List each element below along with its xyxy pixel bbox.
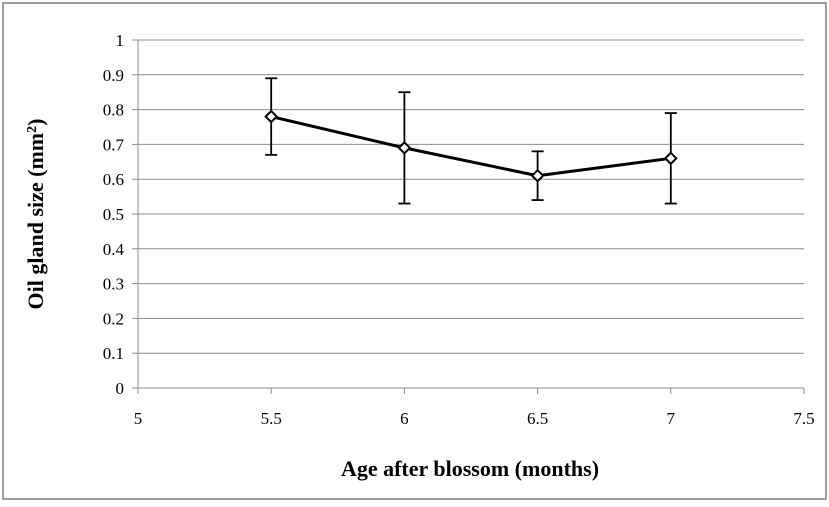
y-tick-label-9: 0.9 <box>103 66 124 85</box>
y-axis-title-main: Oil gland size (mm <box>23 133 48 310</box>
x-tick-label-2: 6 <box>400 409 409 428</box>
data-point-1 <box>397 140 412 155</box>
y-axis-tick-labels: 0 0.1 0.2 0.3 0.4 0.5 0.6 0.7 0.8 0.9 1 <box>103 31 125 398</box>
y-tick-label-10: 1 <box>116 31 125 50</box>
y-tick-label-5: 0.5 <box>103 205 124 224</box>
y-tick-label-4: 0.4 <box>103 240 125 259</box>
y-tick-label-0: 0 <box>116 379 125 398</box>
y-axis-title: Oil gland size (mm2) <box>23 119 48 310</box>
data-point-0 <box>264 109 279 124</box>
chart-border <box>2 2 827 500</box>
x-tick-label-5: 7.5 <box>793 409 814 428</box>
y-tick-label-7: 0.7 <box>103 135 125 154</box>
axes <box>132 39 805 394</box>
data-point-3 <box>663 151 678 166</box>
x-tick-label-0: 5 <box>134 409 143 428</box>
y-axis-title-close: ) <box>23 119 48 126</box>
y-tick-label-6: 0.6 <box>103 170 124 189</box>
x-axis-tick-labels: 5 5.5 6 6.5 7 7.5 <box>134 409 815 428</box>
data-point-2 <box>530 168 545 183</box>
y-tick-label-2: 0.2 <box>103 309 124 328</box>
gridlines <box>138 39 804 354</box>
y-axis-title-superscript: 2 <box>25 126 40 133</box>
x-axis-title: Age after blossom (months) <box>341 456 599 481</box>
x-tick-label-3: 6.5 <box>527 409 548 428</box>
x-tick-label-1: 5.5 <box>261 409 282 428</box>
series <box>264 77 678 205</box>
series-line-0 <box>270 115 671 178</box>
x-tick-label-4: 7 <box>667 409 676 428</box>
y-tick-label-1: 0.1 <box>103 344 124 363</box>
y-tick-label-8: 0.8 <box>103 101 124 120</box>
y-tick-label-3: 0.3 <box>103 275 124 294</box>
